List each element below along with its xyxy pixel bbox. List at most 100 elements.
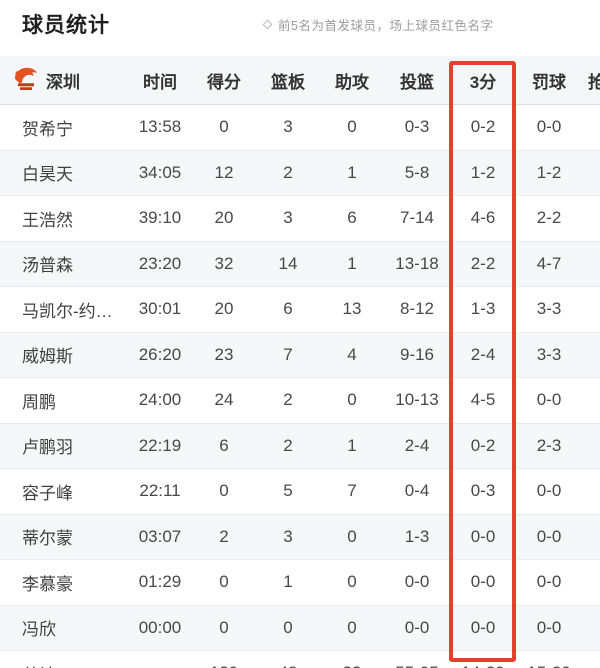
stat-cell-tp: 14-29 — [450, 651, 516, 668]
stat-cell-st-clipped — [582, 241, 600, 287]
stat-cell-ast: 6 — [347, 208, 357, 228]
stat-cell-tp: 0-3 — [470, 481, 496, 501]
stat-cell-ast: 33 — [320, 651, 384, 668]
player-name: 白昊天 — [22, 165, 73, 185]
stat-cell-ft: 0-0 — [536, 117, 562, 137]
player-name: 贺希宁 — [22, 119, 73, 139]
player-name: 马凯尔-约… — [22, 301, 113, 321]
stat-cell-ft: 15-20 — [516, 651, 582, 668]
player-row: 白昊天 34:05 12 2 1 5-8 1-2 1-2 — [0, 150, 600, 196]
player-name: 汤普森 — [22, 256, 73, 276]
legend-note-text: 前5名为首发球员，场上球员红色名字 — [278, 19, 494, 33]
diamond-bullet-icon — [262, 19, 273, 30]
stat-cell-time: 23:20 — [138, 253, 182, 273]
stat-cell-time: 34:05 — [138, 162, 182, 182]
stat-cell-time: 00:00 — [138, 617, 182, 637]
stat-cell-ft: 3-3 — [536, 299, 562, 319]
stat-cell-fg: 0-4 — [404, 481, 430, 501]
stat-cell-ft: 0-0 — [536, 572, 562, 592]
column-header-steals-clipped: 抢断 — [582, 56, 600, 105]
stat-cell-pts: 23 — [214, 344, 234, 364]
stat-cell-tp: 2-4 — [470, 344, 496, 364]
stat-cell-ft: 0-0 — [536, 617, 562, 637]
stat-cell-pts: 2 — [219, 526, 229, 546]
stat-cell-reb: 2 — [283, 390, 293, 410]
stat-cell-tp: 1-2 — [470, 162, 496, 182]
stat-cell-fg: 0-0 — [404, 572, 430, 592]
stat-cell-tp: 0-2 — [470, 117, 496, 137]
stat-cell-pts: 24 — [214, 390, 234, 410]
player-row: 蒂尔蒙 03:07 2 3 0 1-3 0-0 0-0 — [0, 514, 600, 560]
stat-cell-time: 39:10 — [138, 208, 182, 228]
stat-cell-fg: 13-18 — [395, 253, 439, 273]
stat-cell-reb: 14 — [278, 253, 298, 273]
column-header-three-pointers: 3分 — [450, 56, 516, 105]
stat-cell-tp: 0-0 — [470, 572, 496, 592]
stat-cell-time: 26:20 — [138, 344, 182, 364]
stat-cell-st-clipped — [582, 150, 600, 196]
stat-cell-time: 24:00 — [138, 390, 182, 410]
player-name: 冯欣 — [22, 620, 56, 640]
stat-cell-tp: 4-5 — [470, 390, 496, 410]
stat-cell-ft: 4-7 — [536, 253, 562, 273]
stat-cell-st-clipped — [582, 423, 600, 469]
stat-cell-tp: 0-0 — [470, 526, 496, 546]
stat-cell-time: 03:07 — [138, 526, 182, 546]
player-stats-table: 深圳 时间 得分 篮板 助攻 投篮 3分 罚球 抢断 贺希宁 13:58 0 3 0 0-… — [0, 56, 600, 668]
stat-cell-time: 13:58 — [138, 117, 182, 137]
stat-cell-fg: 55-95 — [384, 651, 450, 668]
column-header-free-throws: 罚球 — [516, 56, 582, 105]
legend-note: 前5名为首发球员，场上球员红色名字 — [262, 15, 494, 34]
stat-cell-ft: 2-2 — [536, 208, 562, 228]
column-header-field-goals: 投篮 — [384, 56, 450, 105]
column-header-rebounds: 篮板 — [256, 56, 320, 105]
stat-cell-reb: 1 — [283, 572, 293, 592]
column-header-team: 深圳 — [0, 56, 128, 105]
stat-cell-time: 22:19 — [138, 435, 182, 455]
stat-cell-fg: 5-8 — [404, 162, 430, 182]
stat-cell-st-clipped — [582, 105, 600, 151]
column-header-time: 时间 — [128, 56, 192, 105]
stat-cell-ft: 0-0 — [536, 390, 562, 410]
stat-cell-ast: 0 — [347, 117, 357, 137]
stat-cell-time — [128, 651, 192, 668]
stat-cell-pts: 12 — [214, 162, 234, 182]
stat-cell-reb: 5 — [283, 481, 293, 501]
total-label: 总计 — [0, 651, 128, 668]
player-row: 王浩然 39:10 20 3 6 7-14 4-6 2-2 — [0, 195, 600, 242]
stat-cell-ft: 3-3 — [536, 344, 562, 364]
stat-cell-pts: 20 — [214, 208, 234, 228]
player-name: 周鹏 — [22, 392, 56, 412]
stat-cell-reb: 0 — [283, 617, 293, 637]
stat-cell-pts: 0 — [219, 617, 229, 637]
player-row: 贺希宁 13:58 0 3 0 0-3 0-2 0-0 — [0, 105, 600, 151]
team-logo-icon — [14, 64, 38, 96]
stat-cell-fg: 10-13 — [395, 390, 439, 410]
stat-cell-st-clipped — [582, 469, 600, 515]
stat-cell-reb: 7 — [283, 344, 293, 364]
stat-cell-pts: 139 — [192, 651, 256, 668]
player-row: 威姆斯 26:20 23 7 4 9-16 2-4 3-3 — [0, 332, 600, 378]
stat-cell-st-clipped — [582, 332, 600, 378]
player-name: 容子峰 — [22, 483, 73, 503]
stat-cell-fg: 9-16 — [399, 344, 435, 364]
stat-cell-reb: 3 — [283, 526, 293, 546]
stat-cell-ast: 0 — [347, 617, 357, 637]
stat-cell-reb: 3 — [283, 117, 293, 137]
stat-cell-fg: 1-3 — [404, 526, 430, 546]
stat-cell-tp: 0-2 — [470, 435, 496, 455]
stat-cell-st-clipped — [582, 560, 600, 606]
stat-cell-fg: 7-14 — [399, 208, 435, 228]
page-title: 球员统计 — [22, 14, 110, 37]
stat-cell-time: 30:01 — [138, 299, 182, 319]
stats-table-scroll-area[interactable]: 深圳 时间 得分 篮板 助攻 投篮 3分 罚球 抢断 贺希宁 13:58 0 3 0 0-… — [0, 56, 600, 668]
stat-cell-st-clipped — [582, 514, 600, 560]
player-name: 威姆斯 — [22, 347, 73, 367]
stat-cell-tp: 1-3 — [470, 299, 496, 319]
stat-cell-time: 22:11 — [139, 481, 181, 501]
stat-cell-ast: 0 — [347, 390, 357, 410]
stat-cell-pts: 0 — [219, 572, 229, 592]
stat-cell-pts: 32 — [214, 253, 234, 273]
stat-cell-ft: 1-2 — [536, 162, 562, 182]
